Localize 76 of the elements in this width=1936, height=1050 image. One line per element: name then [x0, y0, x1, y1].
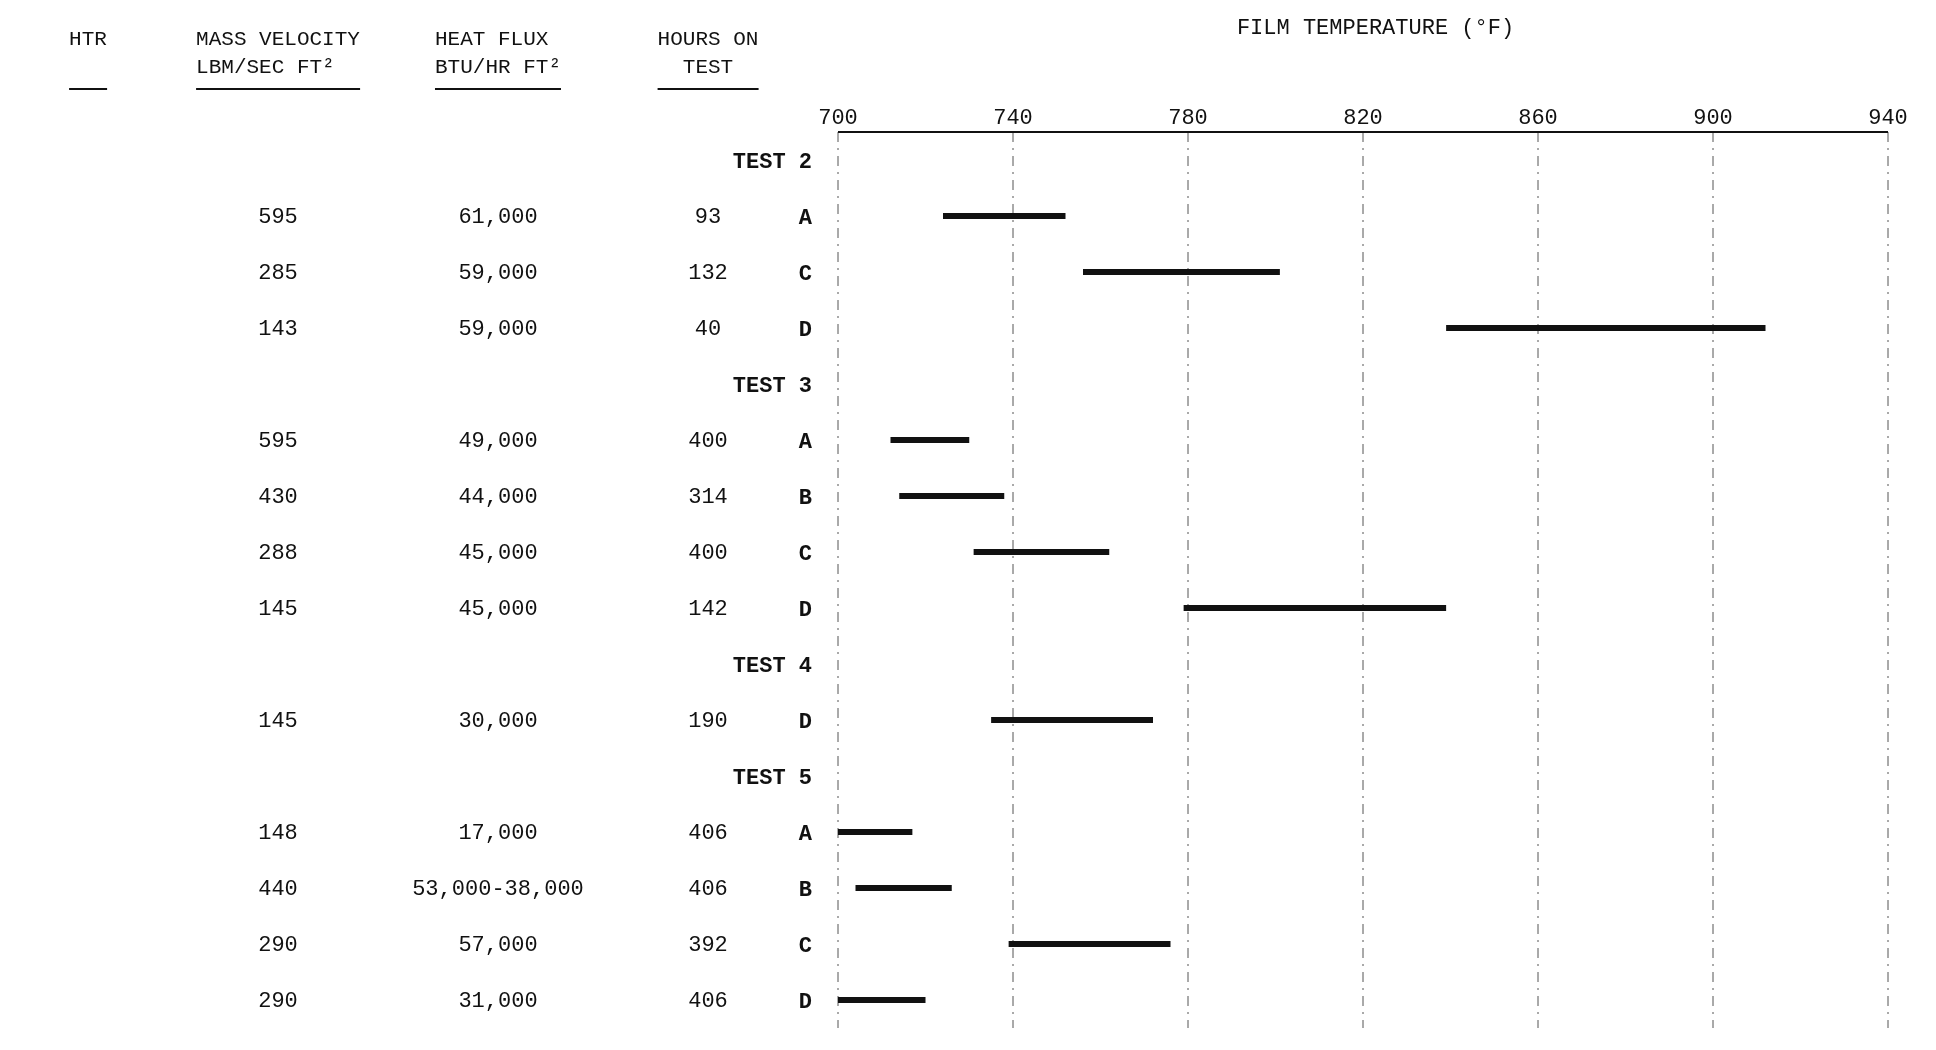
bar	[1183, 605, 1447, 611]
text: 45,000	[458, 541, 538, 566]
bar	[890, 437, 970, 443]
x-tick-label: 860	[1518, 106, 1558, 131]
bar	[838, 997, 926, 1003]
text: 290	[258, 933, 298, 958]
y-tick-label: D	[798, 989, 812, 1015]
text: HTR	[69, 27, 107, 53]
text: 45,000	[458, 597, 538, 622]
text: 143	[258, 317, 298, 342]
y-tick-label: D	[798, 317, 812, 343]
bar	[1083, 269, 1280, 275]
text: 145	[258, 597, 298, 622]
x-tick-label: 740	[993, 106, 1033, 131]
text: 31,000	[458, 989, 538, 1014]
y-tick-label: D	[798, 597, 812, 623]
y-tick-label: B	[798, 877, 812, 903]
text: 40	[694, 317, 722, 342]
y-tick-label: A	[798, 821, 813, 847]
text: 30,000	[458, 709, 538, 734]
text: 59,000	[458, 317, 538, 342]
text: 132	[688, 261, 728, 286]
text: 61,000	[458, 205, 538, 230]
bar	[973, 549, 1110, 555]
text: 49,000	[458, 429, 538, 454]
x-axis-title: FILM TEMPERATURE (°F)	[1235, 16, 1516, 41]
text: 17,000	[458, 821, 538, 846]
x-tick-label: 700	[818, 106, 858, 131]
text: 288	[258, 541, 298, 566]
bar	[838, 829, 913, 835]
y-tick-label: C	[798, 541, 812, 567]
x-tick-label: 780	[1168, 106, 1208, 131]
text: 314	[688, 485, 728, 510]
y-tick-label: A	[798, 429, 813, 455]
text: 440	[258, 877, 298, 902]
y-tick-label: C	[798, 261, 812, 287]
text: 406	[688, 989, 728, 1014]
text: 595	[258, 429, 298, 454]
text: 44,000	[458, 485, 538, 510]
y-tick-label: C	[798, 933, 812, 959]
text: 190	[688, 709, 728, 734]
text: 142	[688, 597, 728, 622]
y-tick-label: D	[798, 709, 812, 735]
x-tick-label: 940	[1868, 106, 1908, 131]
y-tick-label: TEST 2	[732, 149, 812, 175]
x-tick-label: 900	[1693, 106, 1733, 131]
text: 400	[688, 541, 728, 566]
y-tick-label: TEST 3	[732, 373, 812, 399]
bar	[991, 717, 1153, 723]
x-tick-label: 820	[1343, 106, 1383, 131]
bar	[943, 213, 1066, 219]
text: 285	[258, 261, 298, 286]
text: MASS VELOCITY LBM/SEC FT²	[196, 27, 360, 81]
text: 59,000	[458, 261, 538, 286]
y-tick-label: TEST 4	[732, 653, 812, 679]
text: 290	[258, 989, 298, 1014]
text: 595	[258, 205, 298, 230]
text: 53,000-38,000	[412, 877, 584, 902]
text: 400	[688, 429, 728, 454]
text: 148	[258, 821, 298, 846]
text: 430	[258, 485, 298, 510]
text: HOURS ON TEST	[657, 27, 759, 81]
bar	[855, 885, 952, 891]
text: 57,000	[458, 933, 538, 958]
y-tick-label: A	[798, 205, 813, 231]
text: HEAT FLUX BTU/HR FT²	[434, 27, 562, 81]
text: 406	[688, 877, 728, 902]
y-tick-label: TEST 5	[732, 765, 812, 791]
y-tick-label: B	[798, 485, 812, 511]
bar	[1008, 941, 1171, 947]
text: 392	[688, 933, 728, 958]
text: 145	[258, 709, 298, 734]
text: 93	[694, 205, 722, 230]
text: 406	[688, 821, 728, 846]
bar	[1446, 325, 1766, 331]
bar	[899, 493, 1005, 499]
